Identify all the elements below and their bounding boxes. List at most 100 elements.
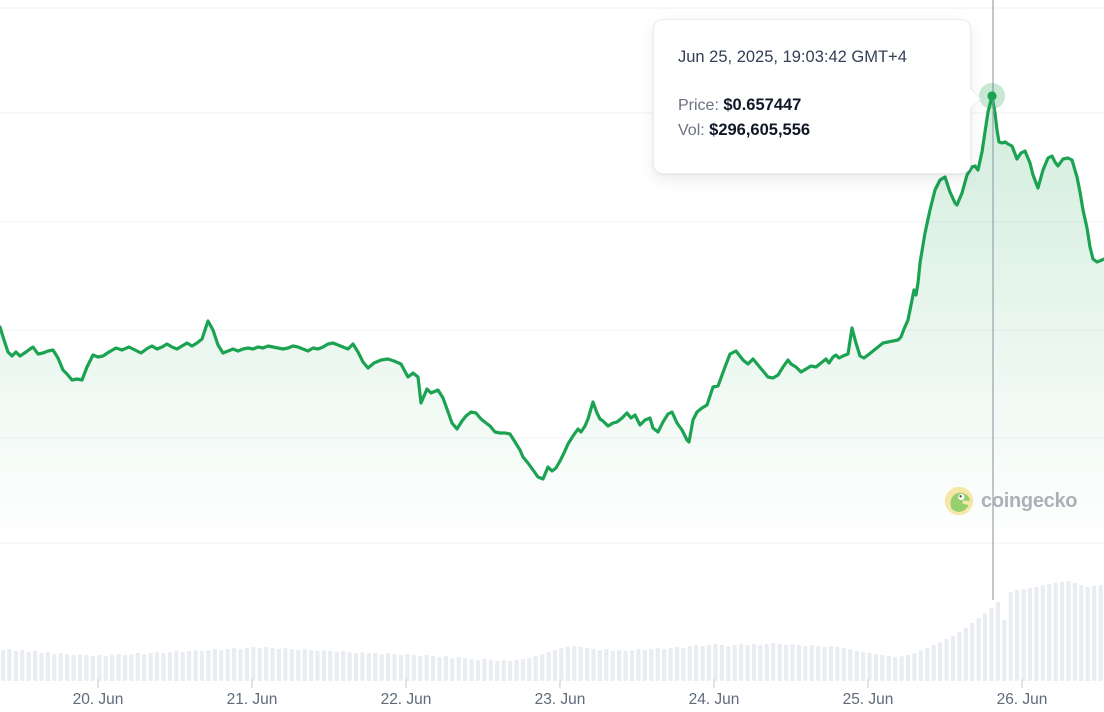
volume-bar (700, 646, 705, 681)
volume-bar (520, 658, 525, 681)
volume-bar (110, 654, 115, 681)
volume-bar (405, 654, 410, 681)
volume-bar (154, 652, 160, 681)
volume-bar (77, 654, 83, 681)
volume-bar (129, 654, 134, 681)
volume-bar (1008, 592, 1013, 681)
tooltip-vol-row: Vol: $296,605,556 (678, 118, 946, 143)
volume-bar (565, 646, 570, 681)
volume-bar (244, 648, 249, 681)
volume-bar (392, 654, 397, 681)
chart-tooltip: Jun 25, 2025, 19:03:42 GMT+4 Price: $0.6… (653, 19, 982, 174)
volume-bar (26, 652, 31, 681)
volume-bar (122, 654, 128, 681)
volume-bar (482, 658, 487, 681)
volume-bar (309, 650, 314, 681)
volume-bar (398, 654, 404, 681)
volume-bar (591, 649, 596, 681)
tooltip-price-value: $0.657447 (723, 96, 802, 114)
volume-bar (970, 622, 975, 681)
volume-bar (732, 645, 737, 681)
volume-bar (912, 653, 917, 681)
volume-bar (0, 650, 6, 681)
volume-bar (463, 658, 468, 681)
volume-bar (739, 644, 744, 681)
volume-bar (90, 656, 95, 681)
volume-bar (20, 650, 25, 681)
hover-marker-dot (987, 91, 997, 101)
volume-bar (1060, 581, 1065, 681)
volume-bar (212, 649, 217, 681)
volume-bar (488, 660, 493, 681)
volume-bar (905, 654, 911, 681)
volume-bar (796, 645, 801, 681)
volume-bar (623, 650, 628, 681)
volume-bar (13, 650, 18, 681)
volume-bar (1047, 584, 1052, 681)
volume-bar (572, 646, 577, 681)
volume-bar (251, 646, 256, 681)
tooltip-vol-value: $296,605,556 (709, 121, 811, 139)
volume-bar (1085, 587, 1090, 681)
volume-bar (187, 650, 192, 681)
volume-bar (687, 646, 692, 681)
volume-bar (167, 652, 172, 681)
volume-bar (578, 646, 583, 681)
volume-bar (559, 648, 564, 681)
volume-bar (1053, 583, 1058, 681)
volume-bar (764, 644, 769, 681)
volume-bar (533, 656, 538, 681)
volume-bar (302, 649, 307, 681)
volume-bar (655, 648, 660, 681)
tooltip-vol-label: Vol: (678, 122, 705, 139)
volume-bar (219, 650, 224, 681)
tooltip-price-row: Price: $0.657447 (678, 93, 946, 118)
volume-bar (142, 654, 147, 681)
volume-bar (726, 646, 731, 681)
volume-bar (771, 642, 776, 681)
volume-bar (649, 649, 654, 681)
volume-bar (597, 650, 602, 681)
volume-bars (0, 581, 1103, 681)
volume-bar (321, 650, 326, 681)
volume-bar (450, 658, 455, 681)
volume-bar (713, 644, 718, 681)
x-axis-label: 24. Jun (688, 691, 740, 708)
volume-bar (1072, 583, 1077, 681)
volume-bar (822, 646, 827, 681)
volume-bar (501, 660, 506, 681)
volume-bar (341, 650, 346, 681)
volume-bar (495, 661, 500, 681)
volume-bar (1027, 588, 1033, 681)
volume-bar (45, 652, 50, 681)
volume-bar (719, 645, 724, 681)
volume-bar (469, 658, 474, 681)
volume-bar (803, 646, 808, 681)
volume-bar (777, 644, 782, 681)
volume-bar (84, 654, 89, 681)
volume-bar (662, 649, 667, 681)
volume-bar (995, 602, 1000, 681)
volume-bar (232, 648, 237, 681)
volume-bar (867, 653, 872, 681)
volume-bar (976, 617, 981, 681)
volume-bar (861, 652, 866, 681)
volume-bar (180, 652, 185, 681)
price-line (0, 94, 1104, 481)
x-axis-label: 26. Jun (996, 691, 1048, 708)
volume-bar (893, 657, 898, 681)
volume-bar (97, 654, 102, 681)
volume-bar (918, 650, 923, 681)
volume-bar (552, 650, 558, 681)
volume-bar (7, 649, 12, 681)
volume-bar (636, 649, 641, 681)
volume-bar (418, 656, 423, 681)
volume-bar (1034, 587, 1039, 681)
volume-bar (694, 645, 699, 681)
volume-bar (206, 650, 211, 681)
volume-bar (1092, 585, 1097, 681)
volume-bar (745, 645, 750, 681)
volume-bar (629, 650, 635, 681)
